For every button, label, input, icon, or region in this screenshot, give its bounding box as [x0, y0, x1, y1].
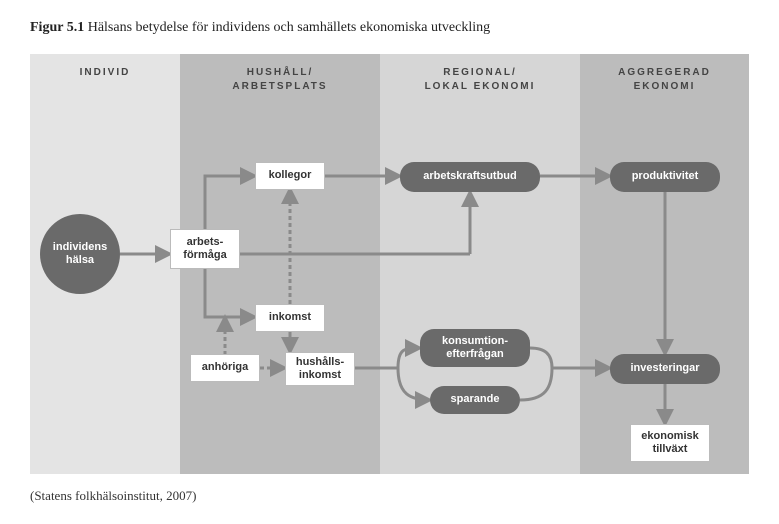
column-header-c3: REGIONAL/ LOKAL EKONOMI: [380, 54, 580, 94]
node-halsa: individens hälsa: [40, 214, 120, 294]
diagram-canvas: INDIVIDHUSHÅLL/ ARBETSPLATSREGIONAL/ LOK…: [30, 54, 749, 474]
node-produkt: produktivitet: [610, 162, 720, 192]
column-header-c1: INDIVID: [30, 54, 180, 80]
node-hushall: hushålls- inkomst: [285, 352, 355, 386]
source-note: (Statens folkhälsoinstitut, 2007): [30, 488, 749, 504]
node-formaga: arbets- förmåga: [170, 229, 240, 269]
column-header-c4: AGGREGERAD EKONOMI: [580, 54, 749, 94]
column-c4: AGGREGERAD EKONOMI: [580, 54, 749, 474]
node-arbetskraft: arbetskraftsutbud: [400, 162, 540, 192]
node-invest: investeringar: [610, 354, 720, 384]
figure-caption: Hälsans betydelse för individens och sam…: [84, 20, 490, 35]
node-sparande: sparande: [430, 386, 520, 414]
node-anhoriga: anhöriga: [190, 354, 260, 382]
node-inkomst: inkomst: [255, 304, 325, 332]
node-konsumtion: konsumtion- efterfrågan: [420, 329, 530, 367]
node-kollegor: kollegor: [255, 162, 325, 190]
node-tillvaxt: ekonomisk tillväxt: [630, 424, 710, 462]
column-header-c2: HUSHÅLL/ ARBETSPLATS: [180, 54, 380, 94]
figure-number: Figur 5.1: [30, 20, 84, 35]
figure-title: Figur 5.1 Hälsans betydelse för individe…: [30, 20, 749, 36]
